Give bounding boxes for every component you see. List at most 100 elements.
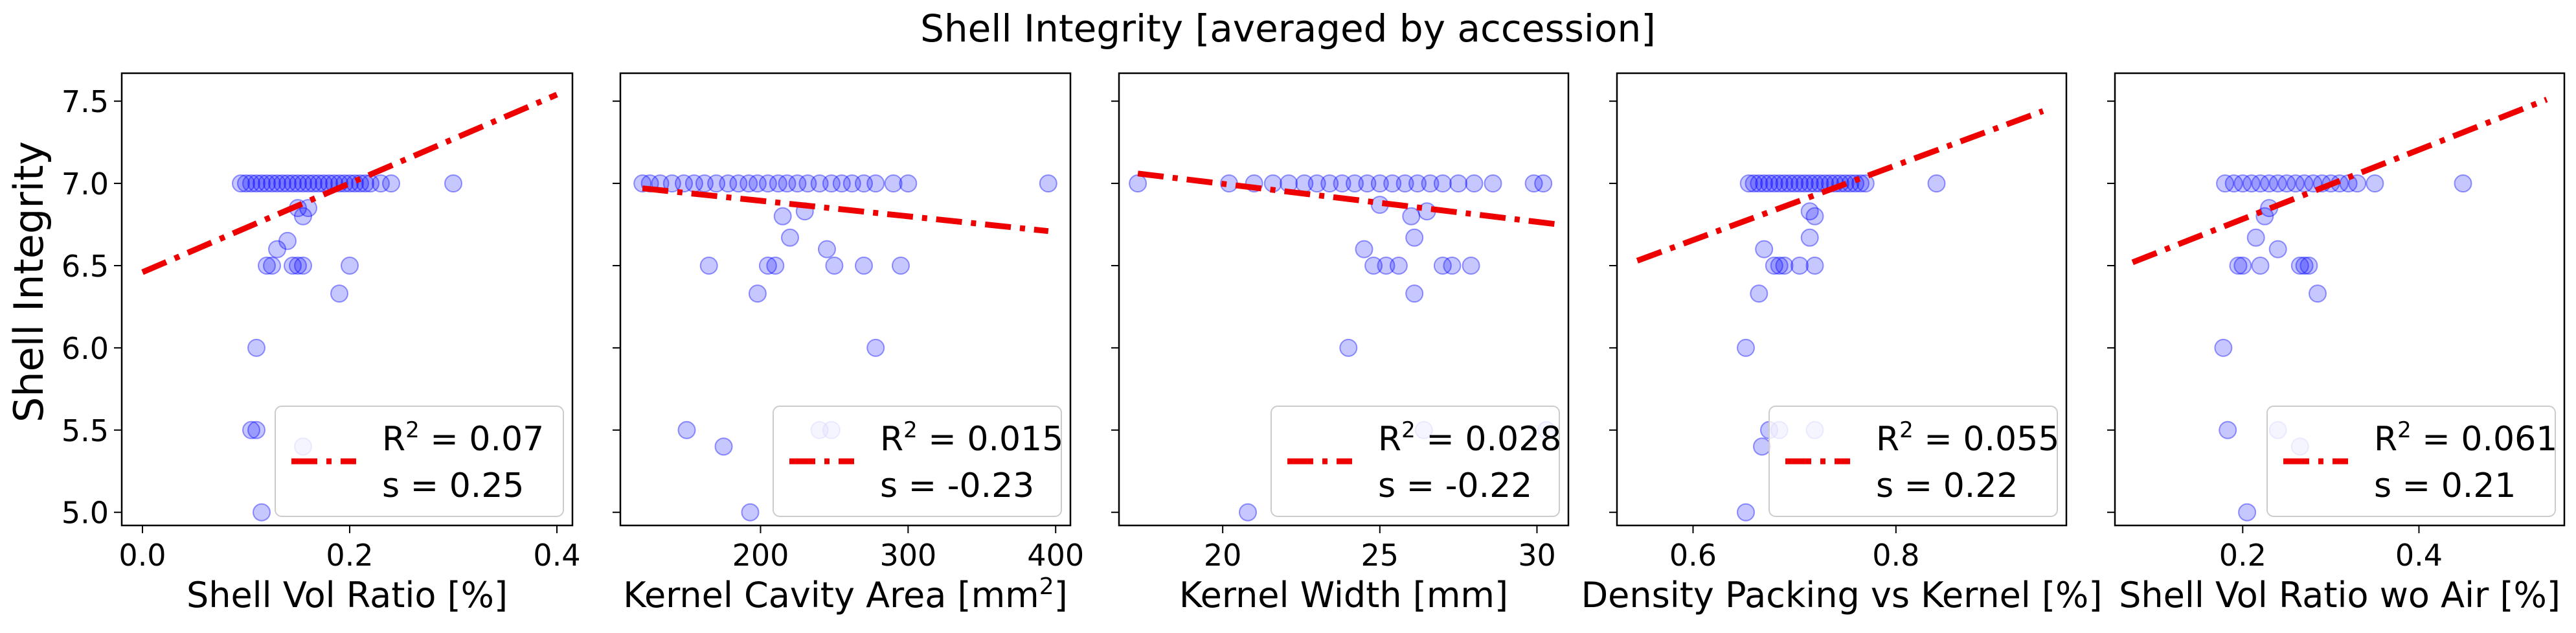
data-point bbox=[842, 174, 861, 193]
legend-r2: R2 = 0.07 bbox=[382, 417, 544, 459]
x-tick-label: 0.2 bbox=[2219, 538, 2266, 573]
data-point bbox=[677, 420, 696, 439]
data-point bbox=[1805, 174, 1824, 193]
data-point bbox=[1737, 338, 1755, 357]
legend-r2: R2 = 0.055 bbox=[1876, 417, 2059, 459]
data-point bbox=[1811, 174, 1829, 193]
axes-frame bbox=[619, 72, 1072, 527]
y-tick-label: 6.0 bbox=[62, 331, 109, 366]
data-point bbox=[2224, 174, 2243, 193]
data-point bbox=[798, 174, 817, 193]
legend-s: s = -0.23 bbox=[880, 466, 1034, 505]
regression-line bbox=[2131, 97, 2548, 266]
data-point bbox=[232, 174, 250, 193]
data-point bbox=[662, 174, 681, 193]
data-point bbox=[294, 174, 312, 193]
legend-s: s = 0.25 bbox=[382, 466, 525, 505]
x-tick-label: 0.4 bbox=[2395, 538, 2443, 573]
legend-box bbox=[1768, 406, 2058, 517]
legend-box bbox=[2266, 406, 2556, 517]
x-tick-label: 25 bbox=[1361, 538, 1399, 573]
data-point bbox=[1465, 174, 1484, 193]
data-point bbox=[1462, 257, 1480, 275]
data-point bbox=[866, 338, 885, 357]
data-point bbox=[273, 174, 291, 193]
data-point bbox=[2233, 174, 2252, 193]
data-point bbox=[1760, 174, 1778, 193]
data-point bbox=[1737, 503, 1755, 522]
data-point bbox=[766, 257, 785, 275]
data-point bbox=[1408, 174, 1427, 193]
y-tick-label: 5.0 bbox=[62, 496, 109, 531]
subplot-1: 5.0 5.5 6.0 6.5 7.0 7.5 0.0 0.2 0.4 Shell Vol Rat… bbox=[62, 72, 581, 616]
data-point bbox=[284, 174, 302, 193]
y-tick-label: 5.5 bbox=[62, 413, 109, 448]
data-point bbox=[247, 420, 266, 439]
y-axis-label: Shell Integrity bbox=[5, 141, 52, 422]
data-point bbox=[2287, 174, 2305, 193]
data-point bbox=[741, 503, 760, 522]
data-point bbox=[748, 284, 767, 303]
y-tick-label: 7.5 bbox=[62, 84, 109, 119]
data-point bbox=[1765, 257, 1783, 275]
data-point bbox=[1320, 174, 1339, 193]
data-point bbox=[1755, 240, 1774, 259]
axes-frame bbox=[120, 72, 574, 527]
x-tick-label: 20 bbox=[1204, 538, 1242, 573]
data-point bbox=[884, 174, 903, 193]
data-point bbox=[1775, 257, 1794, 275]
data-point bbox=[2260, 174, 2279, 193]
data-point bbox=[1039, 174, 1057, 193]
legend-r2: R2 = 0.028 bbox=[1378, 417, 1561, 459]
data-point bbox=[341, 257, 359, 275]
data-point bbox=[2242, 174, 2261, 193]
legend-s: s = -0.22 bbox=[1378, 466, 1532, 505]
regression-line bbox=[642, 185, 1049, 235]
data-point bbox=[778, 174, 797, 193]
x-tick-label: 0.2 bbox=[326, 538, 373, 573]
data-point bbox=[2238, 503, 2257, 522]
data-point bbox=[242, 420, 260, 439]
data-point bbox=[2251, 174, 2270, 193]
data-point bbox=[1239, 503, 1257, 522]
data-point bbox=[695, 174, 714, 193]
legend-s: s = 0.22 bbox=[1876, 466, 2018, 505]
data-point bbox=[1402, 207, 1421, 225]
data-point bbox=[263, 174, 281, 193]
data-point bbox=[2366, 174, 2384, 193]
data-point bbox=[758, 257, 777, 275]
data-point bbox=[1534, 174, 1553, 193]
data-point bbox=[1750, 284, 1768, 303]
x-axis-label: Density Packing vs Kernel [%] bbox=[1581, 575, 2103, 616]
regression-line bbox=[1137, 170, 1559, 227]
data-point bbox=[1405, 228, 1424, 247]
data-point bbox=[310, 174, 328, 193]
regression-line bbox=[1636, 108, 2044, 264]
data-point bbox=[1346, 174, 1364, 193]
data-point bbox=[1333, 174, 1351, 193]
data-point bbox=[832, 174, 851, 193]
data-point bbox=[758, 174, 777, 193]
x-tick-label: 0.4 bbox=[533, 538, 580, 573]
x-axis-label: Shell Vol Ratio wo Air [%] bbox=[2119, 575, 2560, 616]
x-axis-label: Shell Vol Ratio [%] bbox=[186, 575, 508, 616]
data-point bbox=[294, 257, 312, 275]
data-point bbox=[1775, 174, 1794, 193]
data-point bbox=[268, 174, 286, 193]
data-point bbox=[330, 284, 348, 303]
data-point bbox=[1364, 257, 1383, 275]
data-point bbox=[1755, 174, 1774, 193]
data-point bbox=[1800, 174, 1819, 193]
data-point bbox=[247, 338, 266, 357]
data-point bbox=[1433, 257, 1452, 275]
data-point bbox=[825, 257, 844, 275]
x-tick-label: 0.0 bbox=[119, 538, 166, 573]
data-point bbox=[822, 174, 841, 193]
data-point bbox=[2229, 257, 2248, 275]
data-point bbox=[1129, 174, 1147, 193]
legend-box bbox=[275, 406, 564, 517]
legend-box bbox=[773, 406, 1062, 517]
legend-r2: R2 = 0.015 bbox=[880, 417, 1063, 459]
